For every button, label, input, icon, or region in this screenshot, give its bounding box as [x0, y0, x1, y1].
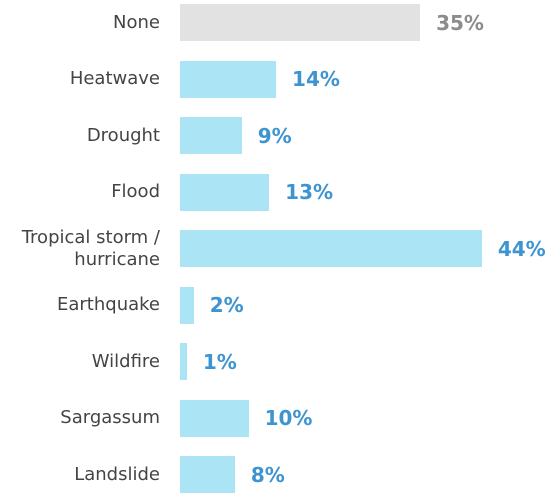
bar-drought: [180, 117, 242, 154]
bar-earthquake: [180, 286, 194, 324]
bar-flood: [180, 173, 270, 211]
value-label: 13%: [285, 180, 334, 204]
value-label: 14%: [292, 67, 340, 91]
value-label: 44%: [497, 236, 546, 261]
category-label: Wildfire: [91, 350, 160, 372]
value-label: 2%: [209, 293, 244, 317]
category-label: Drought: [86, 124, 160, 146]
bar-wildfire: [180, 343, 187, 380]
value-label: 10%: [264, 406, 313, 430]
category-label: Sargassum: [60, 407, 160, 428]
category-label: Tropical storm / hurricane: [21, 226, 160, 270]
category-label: Earthquake: [57, 294, 160, 315]
bar-tropical-storm-hurricane: [180, 230, 482, 267]
value-label: 9%: [257, 123, 292, 148]
bar-heatwave: [180, 60, 277, 98]
value-label: 8%: [250, 462, 285, 487]
category-label: None: [113, 11, 160, 33]
category-label: Flood: [111, 181, 160, 202]
bar-landslide: [180, 456, 235, 493]
category-label: Heatwave: [69, 68, 160, 89]
value-label: 35%: [436, 10, 484, 35]
bar-none: [180, 4, 421, 41]
category-label: Landslide: [74, 463, 160, 485]
value-label: 1%: [202, 349, 237, 374]
bar-sargassum: [180, 399, 249, 437]
